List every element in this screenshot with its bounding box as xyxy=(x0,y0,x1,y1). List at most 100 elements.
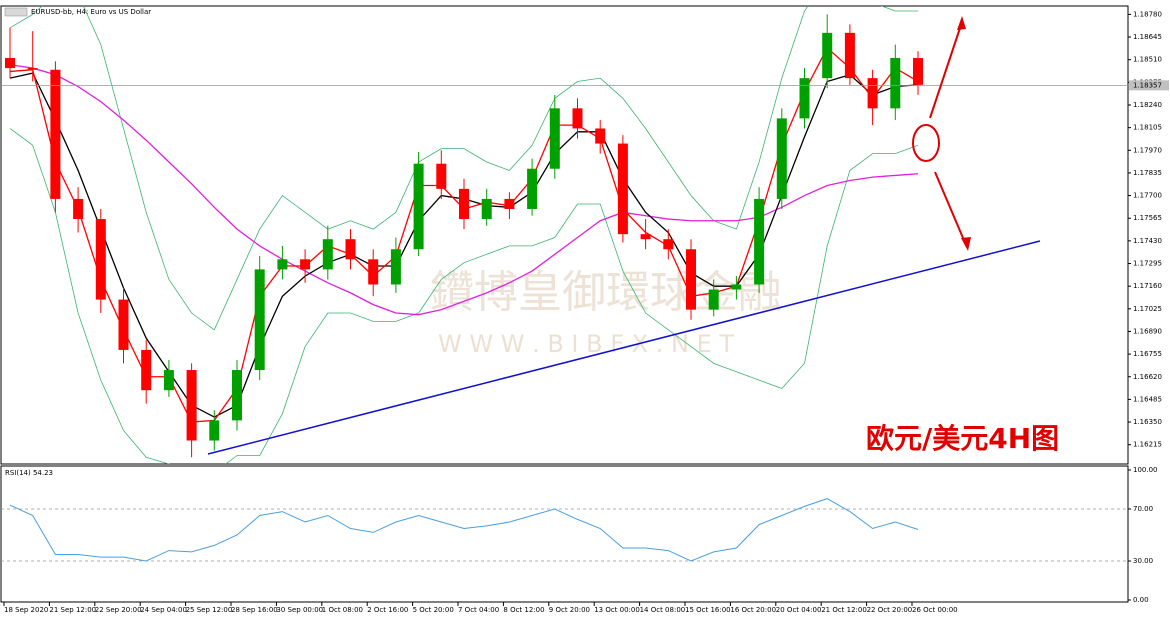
x-tick-label: 26 Oct 00:00 xyxy=(912,606,958,614)
y-tick-label: 1.17160 xyxy=(1133,282,1162,290)
scenario-arrows xyxy=(912,16,971,251)
current-price-box xyxy=(1129,80,1169,91)
candle-body xyxy=(141,349,152,391)
price-plot xyxy=(1,6,1128,464)
y-tick-label: 1.16485 xyxy=(1133,395,1162,403)
candle-body xyxy=(345,239,356,260)
candle-body xyxy=(413,163,424,250)
candle-body xyxy=(322,239,333,270)
candle-body xyxy=(890,58,901,109)
watermark: 鑽博皇御環球金融 W W W . B I B F X . N E T xyxy=(430,267,782,358)
candle-body xyxy=(277,259,288,270)
x-tick-label: 25 Sep 12:00 xyxy=(186,606,233,614)
candle-body xyxy=(731,284,742,290)
x-tick-label: 8 Oct 12:00 xyxy=(503,606,544,614)
rsi-panel xyxy=(0,465,1129,603)
y-tick-label: 1.16215 xyxy=(1133,441,1162,449)
candle-body xyxy=(50,69,61,199)
x-tick-label: 1 Oct 08:00 xyxy=(322,606,363,614)
y-tick-label: 100.00 xyxy=(1133,466,1158,474)
candle-body xyxy=(481,198,492,220)
y-tick-label: 1.16755 xyxy=(1133,350,1162,358)
candle-body xyxy=(527,168,538,209)
candle-body xyxy=(617,143,628,235)
watermark-url: W W W . B I B F X . N E T xyxy=(438,330,734,358)
x-tick-label: 5 Oct 20:00 xyxy=(413,606,454,614)
y-tick-label: 30.00 xyxy=(1133,557,1153,565)
arrow-head xyxy=(961,237,971,251)
candle-body xyxy=(73,198,84,220)
indicator-line xyxy=(9,64,919,316)
candle-body xyxy=(844,32,855,79)
x-tick-label: 18 Sep 2020 xyxy=(4,606,48,614)
candle-body xyxy=(209,420,220,441)
y-tick-label: 1.18780 xyxy=(1133,10,1162,18)
x-tick-label: 28 Sep 16:00 xyxy=(231,606,278,614)
x-tick-label: 14 Oct 08:00 xyxy=(640,606,686,614)
candle-body xyxy=(708,289,719,310)
candle-body xyxy=(300,259,311,270)
candle-body xyxy=(118,299,129,350)
y-tick-label: 1.16620 xyxy=(1133,373,1162,381)
trend-line xyxy=(207,240,1041,455)
candle-body xyxy=(254,269,265,371)
candle-body xyxy=(776,118,787,199)
candle-body xyxy=(799,78,810,119)
chart-title: EURUSD-bb, H4: Euro vs US Dollar xyxy=(31,8,151,16)
x-tick-label: 22 Oct 20:00 xyxy=(867,606,913,614)
candle-body xyxy=(754,198,765,285)
y-tick-label: 1.18645 xyxy=(1133,33,1162,41)
rsi-line xyxy=(9,498,919,562)
arrow-up xyxy=(929,21,963,119)
candle-body xyxy=(549,108,560,169)
y-tick-label: 1.17430 xyxy=(1133,237,1162,245)
x-tick-label: 22 Sep 20:00 xyxy=(95,606,142,614)
y-tick-label: 1.18105 xyxy=(1133,124,1162,132)
candle-body xyxy=(390,249,401,285)
y-tick-label: 1.17700 xyxy=(1133,192,1162,200)
rsi-plot xyxy=(1,498,1128,562)
x-tick-label: 24 Sep 04:00 xyxy=(140,606,187,614)
y-tick-label: 1.17970 xyxy=(1133,146,1162,154)
x-tick-label: 16 Oct 20:00 xyxy=(730,606,776,614)
x-tick-label: 13 Oct 00:00 xyxy=(594,606,640,614)
y-tick-label: 1.16350 xyxy=(1133,418,1162,426)
toolbar-icon xyxy=(4,7,28,17)
x-tick-label: 21 Oct 12:00 xyxy=(821,606,867,614)
x-tick-label: 7 Oct 04:00 xyxy=(458,606,499,614)
watermark-text: 鑽博皇御環球金融 xyxy=(430,267,782,318)
x-tick-label: 2 Oct 16:00 xyxy=(367,606,408,614)
indicator-line xyxy=(9,128,919,464)
y-tick-label: 1.17565 xyxy=(1133,214,1162,222)
rsi-title: RSI(14) 54.23 xyxy=(5,469,53,477)
candle-body xyxy=(459,188,469,220)
candle-body xyxy=(163,370,174,391)
candle-body xyxy=(640,234,651,240)
annotation: 欧元/美元4H图 xyxy=(866,422,1059,455)
candle-body xyxy=(822,32,833,79)
y-tick-label: 1.17025 xyxy=(1133,305,1162,313)
candle-body xyxy=(186,370,197,441)
x-tick-label: 20 Oct 04:00 xyxy=(776,606,822,614)
y-tick-label: 1.18510 xyxy=(1133,56,1162,64)
main-panel xyxy=(0,5,1129,465)
y-tick-label: 1.17295 xyxy=(1133,260,1162,268)
title-bar: EURUSD-bb, H4: Euro vs US Dollar RSI(14)… xyxy=(4,7,151,477)
indicator-line xyxy=(9,6,918,331)
y-tick-label: 1.18240 xyxy=(1133,101,1162,109)
current-price-label: 1.18357 xyxy=(1133,81,1162,89)
candle-body xyxy=(572,108,583,129)
candle-body xyxy=(368,259,379,285)
candle-body xyxy=(504,198,515,209)
x-tick-label: 9 Oct 20:00 xyxy=(549,606,590,614)
x-tick-label: 30 Sep 00:00 xyxy=(276,606,323,614)
candle-body xyxy=(27,68,38,70)
x-tick-label: 21 Sep 12:00 xyxy=(49,606,96,614)
y-tick-label: 1.17835 xyxy=(1133,169,1162,177)
candle-body xyxy=(232,370,242,421)
y-tick-label: 70.00 xyxy=(1133,505,1153,513)
arrow-down xyxy=(934,171,967,246)
y-tick-label: 1.16890 xyxy=(1133,327,1162,335)
arrow-head xyxy=(957,16,966,30)
